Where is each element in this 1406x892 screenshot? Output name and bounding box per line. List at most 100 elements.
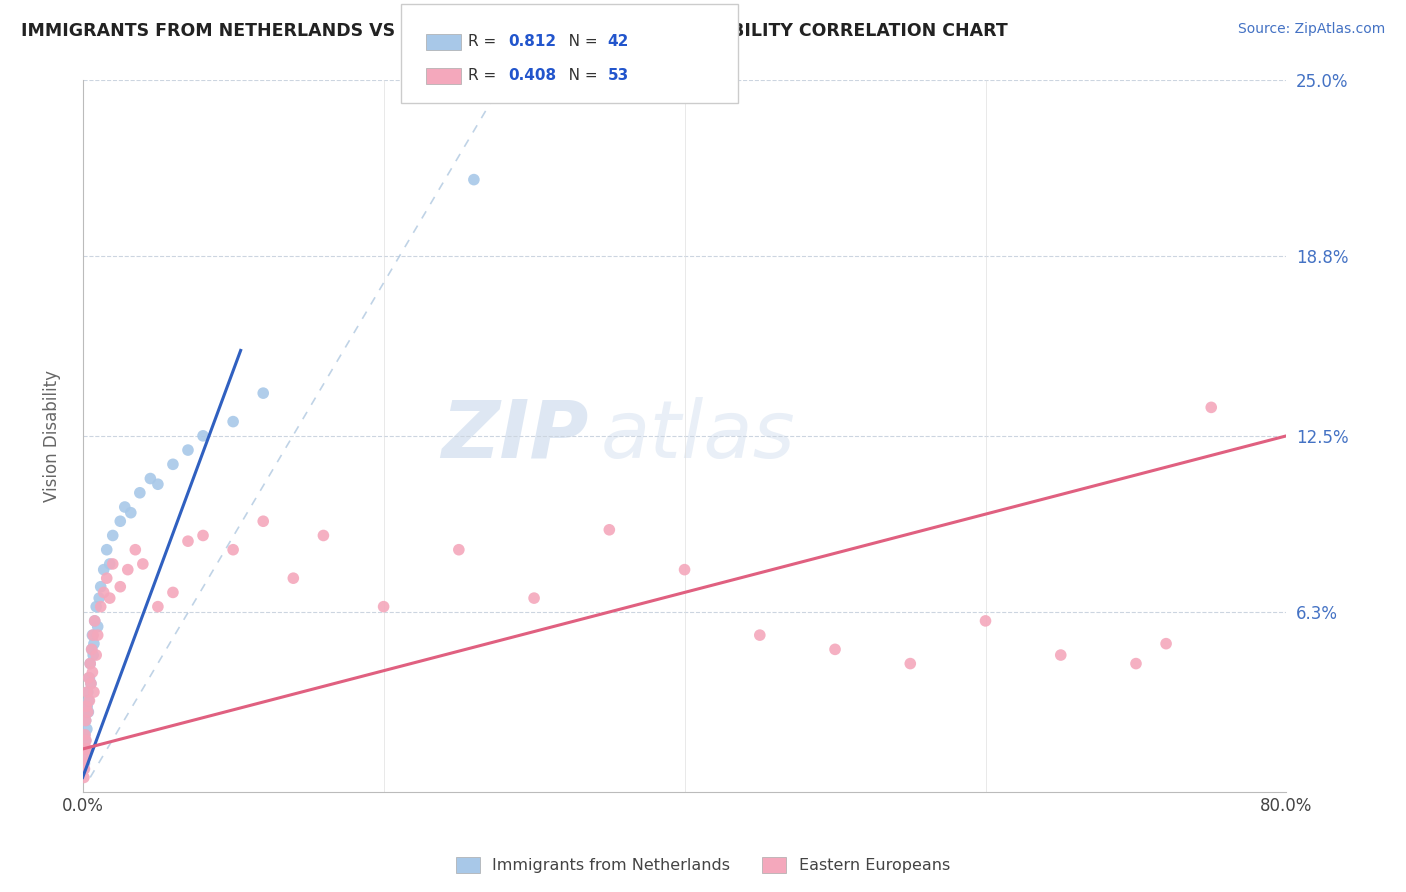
Text: atlas: atlas [600,397,794,475]
Point [90,599,112,614]
Text: Source: ZipAtlas.com: Source: ZipAtlas.com [1237,22,1385,37]
Legend: Immigrants from Netherlands, Eastern Europeans: Immigrants from Netherlands, Eastern Eur… [450,850,956,880]
Point [90,580,112,594]
Text: 53: 53 [607,69,628,83]
Point [1199,401,1222,415]
Point [89,591,111,606]
Point [73,728,96,742]
Point [93,563,115,577]
Point [98,591,121,606]
Point [1154,637,1177,651]
Point [824,642,846,657]
Point [98,557,121,571]
Point [283,571,305,585]
Point [73,771,96,785]
Point [76,685,98,699]
Y-axis label: Vision Disability: Vision Disability [44,370,60,502]
Point [79,657,101,671]
Point [101,557,124,571]
Text: R =: R = [468,69,502,83]
Text: 0.408: 0.408 [508,69,555,83]
Point [748,628,770,642]
Point [73,756,96,771]
Point [73,762,96,776]
Point [80,676,103,690]
Point [110,514,132,528]
Point [80,642,103,657]
Point [75,733,97,747]
Point [76,722,98,736]
Point [75,733,97,747]
Text: N =: N = [554,69,603,83]
Point [1049,648,1071,662]
Point [373,599,395,614]
Point [79,671,101,685]
Point [252,514,274,528]
Point [86,619,108,633]
Point [120,506,142,520]
Point [463,172,485,186]
Point [83,637,105,651]
Point [177,443,200,458]
Point [72,756,94,771]
Point [75,714,97,728]
Point [146,599,169,614]
Point [83,614,105,628]
Point [82,648,104,662]
Point [77,685,100,699]
Point [177,534,200,549]
Point [598,523,620,537]
Point [80,642,103,657]
Point [84,648,107,662]
Point [77,705,100,719]
Point [79,693,101,707]
Point [86,628,108,642]
Point [132,557,155,571]
Point [73,742,96,756]
Point [128,485,150,500]
Point [523,591,546,606]
Point [76,742,98,756]
Point [101,528,124,542]
Point [82,628,104,642]
Text: 42: 42 [607,35,628,49]
Point [191,528,214,542]
Point [82,628,104,642]
Point [162,585,184,599]
Point [974,614,997,628]
Text: ZIP: ZIP [441,397,588,475]
Point [77,693,100,707]
Point [75,742,97,756]
Point [73,742,96,756]
Point [84,599,107,614]
Point [75,699,97,714]
Point [77,705,100,719]
Point [124,542,146,557]
Point [80,676,103,690]
Point [83,614,105,628]
Point [73,728,96,742]
Point [312,528,335,542]
Point [76,699,98,714]
Point [82,665,104,680]
Point [83,685,105,699]
Point [114,500,136,514]
Point [96,542,118,557]
Point [252,386,274,401]
Point [673,563,696,577]
Point [139,471,162,485]
Point [222,415,245,429]
Text: 0.812: 0.812 [508,35,555,49]
Point [898,657,921,671]
Text: R =: R = [468,35,502,49]
Point [447,542,470,557]
Point [1125,657,1147,671]
Point [79,657,101,671]
Point [191,429,214,443]
Point [222,542,245,557]
Text: N =: N = [554,35,603,49]
Point [146,477,169,491]
Point [75,714,97,728]
Point [75,705,97,719]
Point [110,580,132,594]
